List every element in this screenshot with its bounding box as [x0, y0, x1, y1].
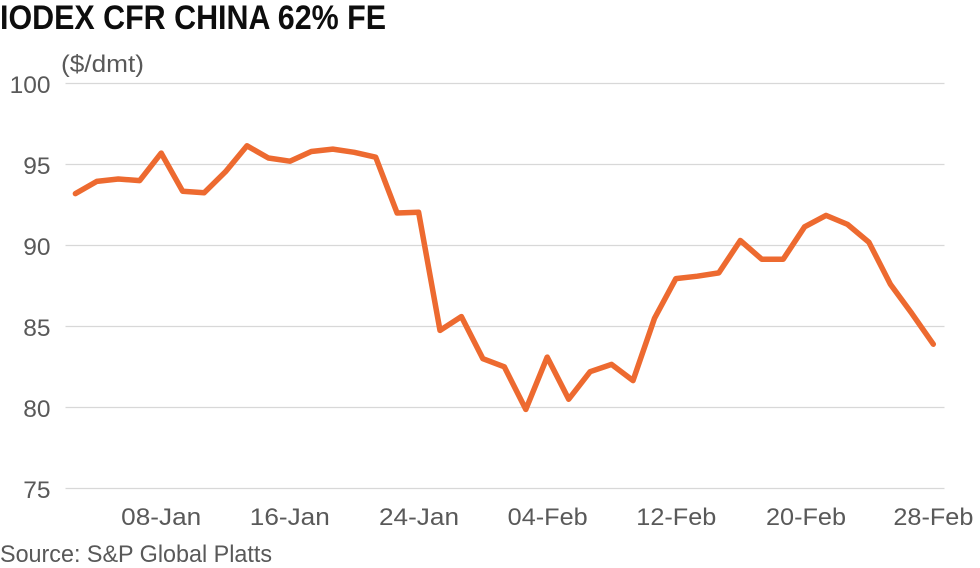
svg-text:90: 90	[23, 234, 50, 261]
svg-text:24-Jan: 24-Jan	[379, 504, 459, 531]
svg-text:28-Feb: 28-Feb	[893, 504, 973, 531]
svg-text:80: 80	[23, 396, 50, 423]
svg-text:04-Feb: 04-Feb	[508, 504, 588, 531]
svg-text:12-Feb: 12-Feb	[636, 504, 716, 531]
svg-text:75: 75	[23, 477, 50, 504]
svg-text:85: 85	[23, 315, 50, 342]
svg-text:IODEX CFR CHINA 62% FE: IODEX CFR CHINA 62% FE	[0, 0, 386, 37]
svg-text:20-Feb: 20-Feb	[766, 504, 846, 531]
svg-text:Source: S&P Global Platts: Source: S&P Global Platts	[0, 541, 272, 568]
svg-text:16-Jan: 16-Jan	[250, 504, 330, 531]
svg-text:08-Jan: 08-Jan	[121, 504, 201, 531]
svg-text:95: 95	[23, 153, 50, 180]
svg-text:($/dmt): ($/dmt)	[61, 51, 144, 78]
svg-text:100: 100	[10, 72, 51, 99]
